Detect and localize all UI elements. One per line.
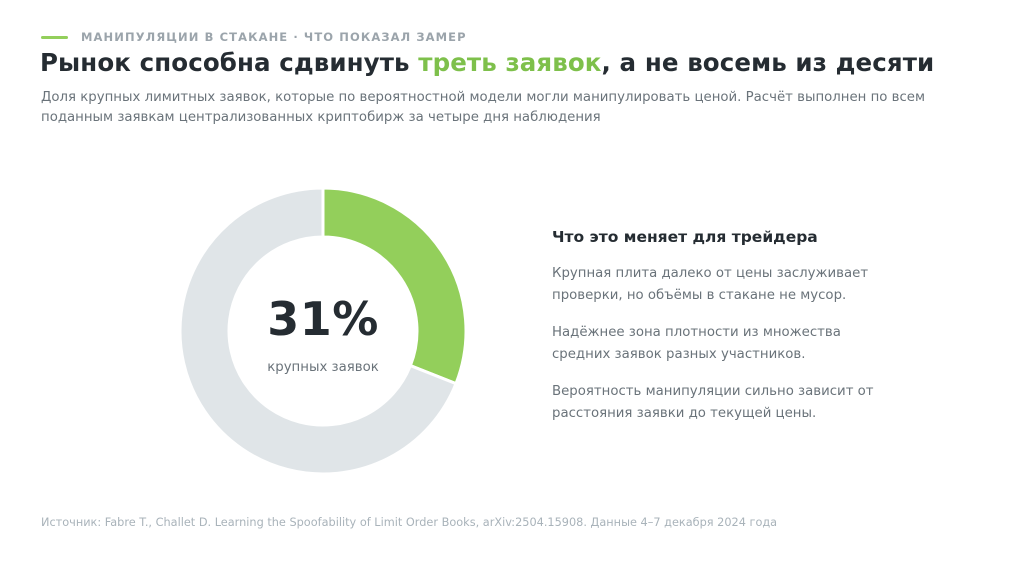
source-footnote: Источник: Fabre T., Challet D. Learning …: [41, 516, 778, 529]
eyebrow: МАНИПУЛЯЦИИ В СТАКАНЕ · ЧТО ПОКАЗАЛ ЗАМЕ…: [41, 30, 467, 44]
title-suffix: , а не восемь из десяти: [601, 48, 935, 77]
donut-slice-remainder: [180, 188, 458, 474]
page-subtitle: Доля крупных лимитных заявок, которые по…: [41, 90, 925, 125]
donut-center-value: 31%: [267, 292, 379, 346]
side-panel: Что это меняет для трейдера Крупная плит…: [552, 228, 972, 440]
side-heading: Что это меняет для трейдера: [552, 228, 818, 246]
title-accent: треть заявок: [418, 48, 602, 77]
side-point: Надёжнее зона плотности из множества сре…: [552, 325, 841, 362]
eyebrow-accent-line: [41, 35, 68, 39]
donut-chart: 31% крупных заявок: [180, 188, 466, 474]
page-title: Рынок способна сдвинуть треть заявок, а …: [40, 48, 934, 77]
donut-svg: [180, 188, 466, 474]
donut-slice-highlight: [321, 188, 466, 386]
side-point: Вероятность манипуляции сильно зависит о…: [552, 384, 874, 421]
title-prefix: Рынок способна сдвинуть: [40, 48, 419, 77]
donut-center-label: крупных заявок: [267, 360, 379, 375]
side-point: Крупная плита далеко от цены заслуживает…: [552, 266, 869, 303]
eyebrow-text: МАНИПУЛЯЦИИ В СТАКАНЕ · ЧТО ПОКАЗАЛ ЗАМЕ…: [81, 30, 467, 44]
donut-center: 31% крупных заявок: [180, 188, 466, 474]
